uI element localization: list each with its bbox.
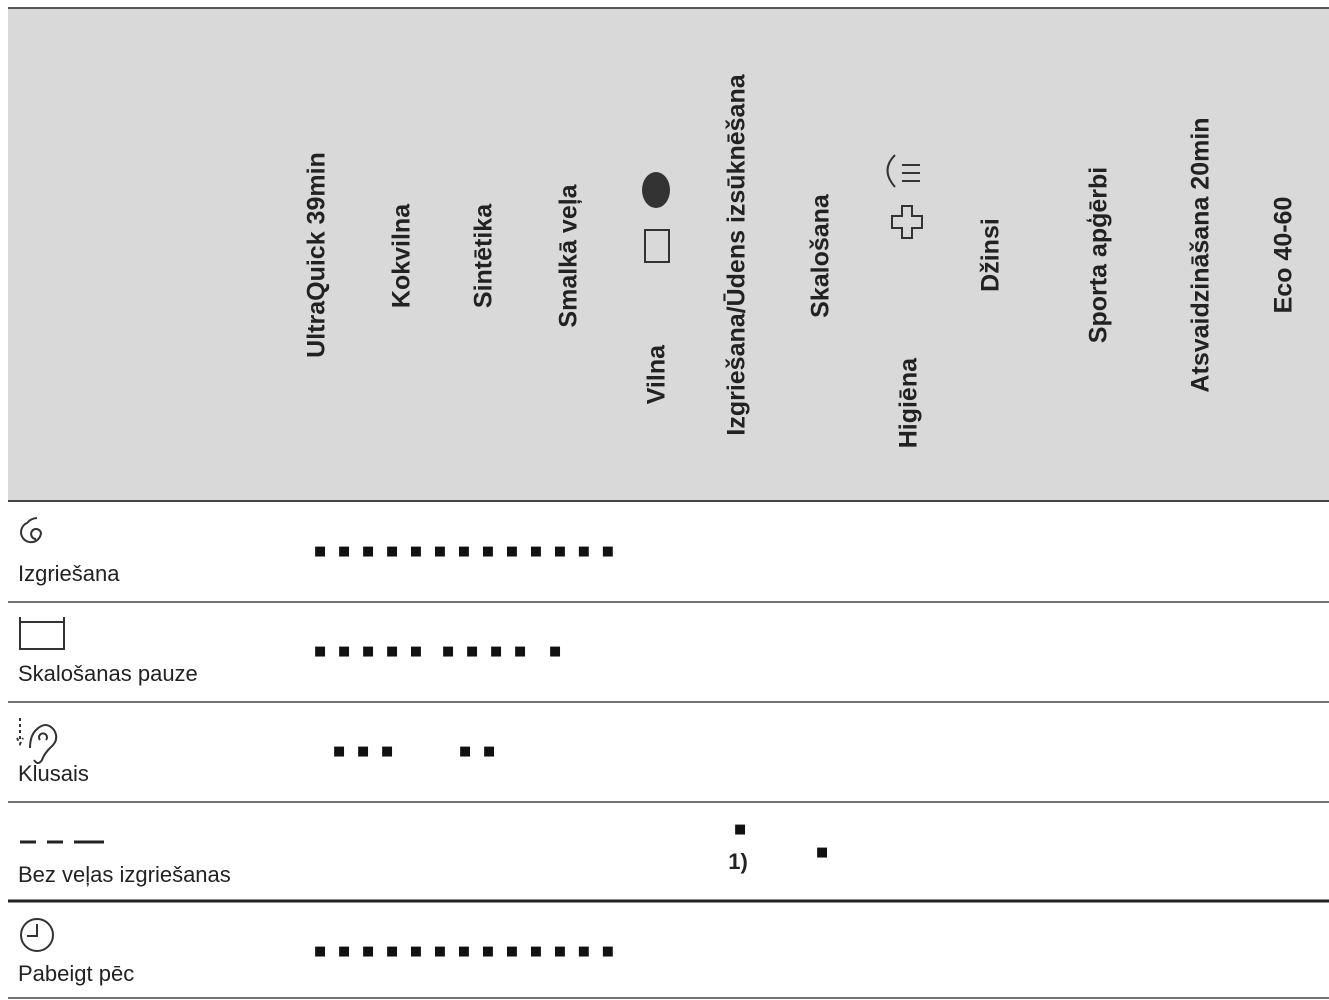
header-icons xyxy=(642,154,923,263)
wool-icon xyxy=(644,229,670,263)
mark: ■■■■■■■■■■■■■ xyxy=(314,544,626,559)
mark: ■ xyxy=(549,644,573,659)
wool-ball-icon xyxy=(642,172,670,208)
mark: ■■■ xyxy=(333,744,405,759)
row-label: Klusais xyxy=(18,761,89,786)
mark: ■■■■■■■■■■■■■ xyxy=(314,944,626,959)
column-header: Vilna xyxy=(643,344,671,404)
spin-icon xyxy=(20,517,43,544)
column-header: Atsvaidzināšana 20min xyxy=(1187,117,1215,392)
mark: ■■■■■ xyxy=(314,644,434,659)
quiet-arrow-icon xyxy=(16,718,24,747)
column-header: Sporta apģērbi xyxy=(1085,167,1113,343)
mark: ■■■■ xyxy=(442,644,538,659)
column-header: Eco 40-60 xyxy=(1270,197,1298,314)
column-headers: UltraQuick 39min Kokvilna Sintētika Smal… xyxy=(303,73,1298,448)
column-header: Kokvilna xyxy=(388,203,416,308)
column-header: Izgriešana/Ūdens izsūknēšana xyxy=(723,73,751,435)
timer-hands xyxy=(27,924,38,937)
row-label: Izgriešana xyxy=(18,561,120,586)
column-header: Skalošana xyxy=(807,193,835,318)
row-label: Skalošanas pauze xyxy=(18,661,198,686)
marks: ■■■■■■■■■■■■■ ■■■■■ ■■■■ ■ ■■■ ■■ ■ 1) ■… xyxy=(314,544,840,959)
rinse-hold-icon xyxy=(19,617,65,650)
footnote-mark: 1) xyxy=(728,849,748,874)
column-header: Smalkā veļa xyxy=(555,183,583,327)
row-icons xyxy=(16,517,104,952)
hygiene-cross-icon xyxy=(891,205,923,239)
timer-icon xyxy=(20,918,54,952)
steam-icon xyxy=(886,154,920,188)
column-header: UltraQuick 39min xyxy=(303,152,331,358)
column-header: Higiēna xyxy=(895,357,923,448)
mark: ■ xyxy=(734,822,758,837)
row-label: Bez veļas izgriešanas xyxy=(18,862,231,887)
row-labels: Izgriešana Skalošanas pauze Klusais Bez … xyxy=(18,561,231,986)
row-label: Pabeigt pēc xyxy=(18,961,134,986)
column-header: Džinsi xyxy=(977,218,1005,292)
mark: ■ xyxy=(816,845,840,860)
column-header: Sintētika xyxy=(470,203,498,308)
mark: ■■ xyxy=(459,744,507,759)
quiet-icon xyxy=(29,724,58,764)
